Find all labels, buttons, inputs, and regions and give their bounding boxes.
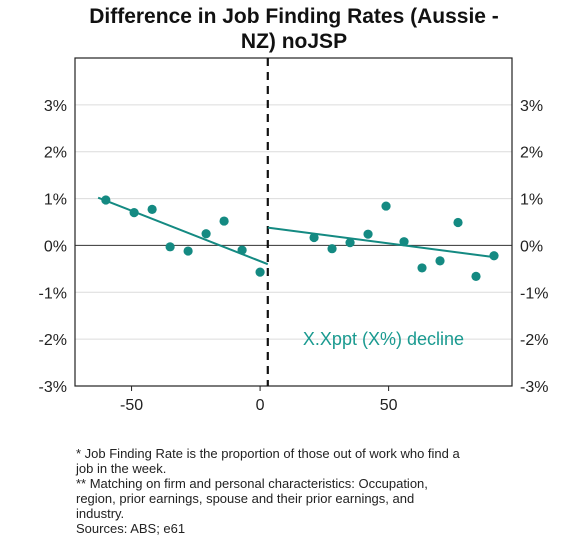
data-point [435, 256, 445, 266]
data-point [201, 229, 211, 239]
data-point [345, 238, 355, 248]
data-point [255, 267, 265, 277]
y-tick-label-right: 3% [520, 98, 543, 115]
chart-title-line-2: NZ) noJSP [240, 30, 348, 53]
y-tick-label-left: -3% [39, 379, 67, 396]
x-tick-label: 0 [256, 397, 265, 414]
footnote-line-4: region, prior earnings, spouse and their… [76, 491, 415, 506]
data-point [453, 217, 463, 228]
y-tick-label-right: -1% [520, 285, 548, 302]
data-point [219, 216, 229, 226]
data-point [327, 244, 337, 254]
data-point [417, 263, 427, 273]
data-point [147, 204, 157, 214]
y-tick-label-right: -2% [520, 332, 548, 349]
chart-title-line-1: Difference in Job Finding Rates (Aussie … [89, 5, 499, 28]
footnote-line-1: * Job Finding Rate is the proportion of … [76, 446, 460, 461]
data-point [129, 208, 139, 218]
data-point [471, 271, 481, 281]
footnotes: * Job Finding Rate is the proportion of … [76, 446, 556, 536]
y-tick-label-left: -2% [39, 332, 67, 349]
y-tick-label-left: 3% [44, 98, 67, 115]
y-tick-label-left: 1% [44, 192, 67, 209]
y-tick-label-right: -3% [520, 379, 548, 396]
x-tick-label: -50 [120, 397, 143, 414]
footnote-sources: Sources: ABS; e61 [76, 521, 186, 536]
scatter-plot: -3% -3% -2% -2% -1% -1% 0% 0% 1% 1% 2% 2% 3% 3% -50 0 50… [39, 57, 548, 414]
plot-frame [74, 57, 513, 387]
y-tick-label-left: 2% [44, 145, 67, 162]
y-tick-label-left: -1% [39, 285, 67, 302]
chart-title: Difference in Job Finding Rates (Aussie … [0, 4, 588, 54]
y-tick-label-right: 0% [520, 238, 543, 255]
data-point [399, 237, 409, 247]
footnote-line-5: industry. [76, 506, 125, 521]
y-tick-label-left: 0% [44, 238, 67, 255]
data-point [183, 246, 193, 256]
x-tick-label: 50 [380, 397, 398, 414]
footnote-line-3: ** Matching on firm and personal charact… [76, 476, 428, 491]
data-point [381, 201, 391, 211]
footnote-line-2: job in the week. [76, 461, 167, 476]
data-point [489, 251, 499, 261]
data-point [101, 195, 111, 205]
data-point [165, 242, 175, 252]
data-point [237, 245, 247, 255]
data-point [363, 229, 373, 239]
y-tick-label-right: 2% [520, 145, 543, 162]
fit-line-2 [267, 226, 495, 259]
y-tick-label-right: 1% [520, 192, 543, 209]
data-point [309, 232, 319, 243]
decline-annotation: X.Xppt (X%) decline [303, 329, 464, 349]
